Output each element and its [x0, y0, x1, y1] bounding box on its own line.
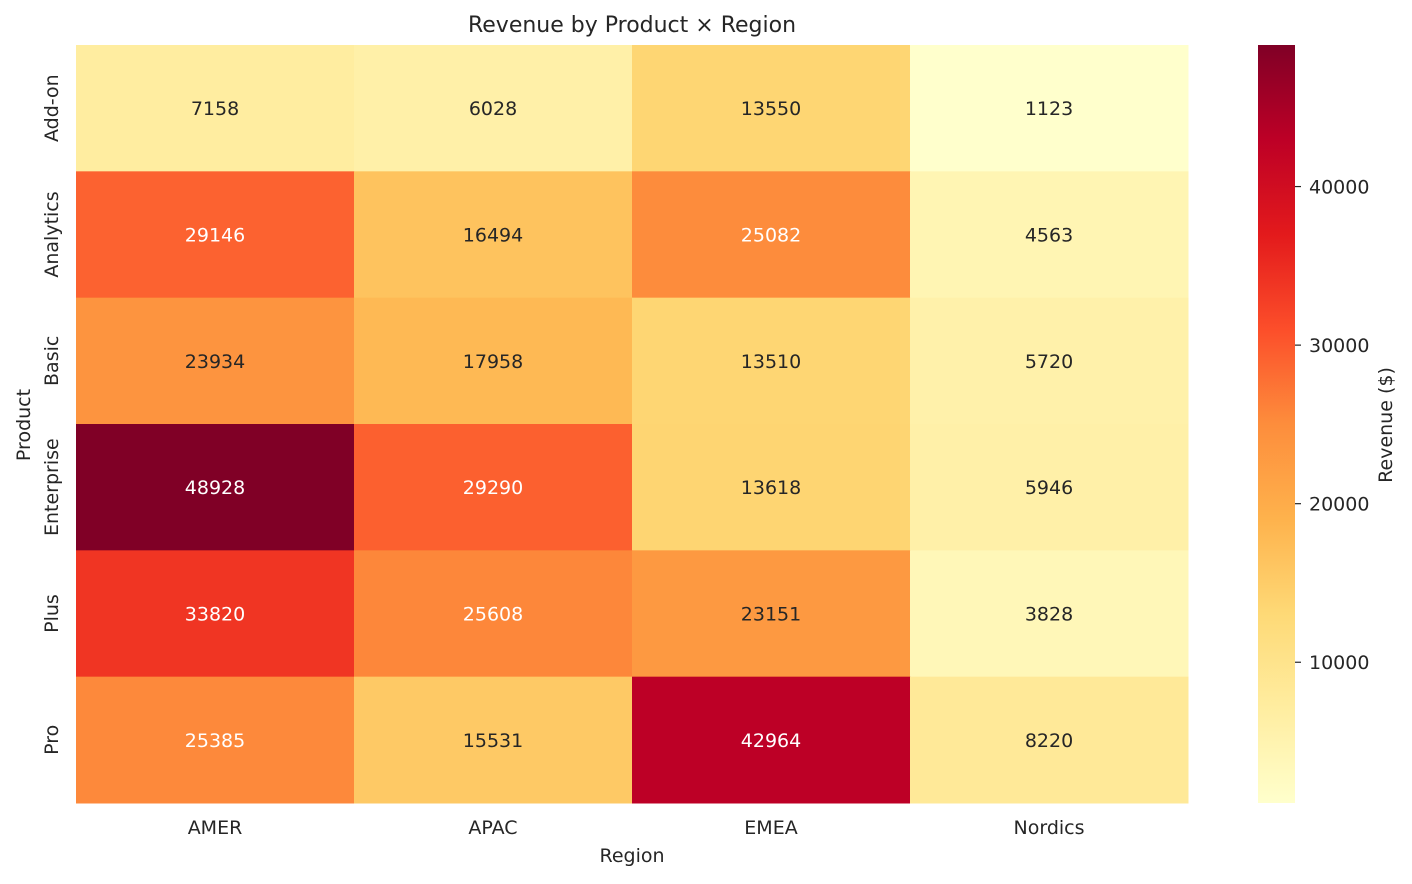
x-tick-label: Nordics — [1014, 817, 1085, 839]
heatmap-cell — [354, 45, 633, 172]
y-tick-label: Add-on — [41, 74, 63, 142]
cell-value-label: 33820 — [185, 604, 245, 626]
heatmap-cell — [910, 550, 1189, 678]
x-axis-label: Region — [599, 845, 664, 867]
cell-value-label: 42964 — [741, 730, 801, 752]
cell-value-label: 1123 — [1025, 98, 1073, 120]
cell-value-label: 25608 — [463, 604, 523, 626]
cell-value-label: 25082 — [741, 225, 801, 247]
heatmap-cell — [632, 45, 911, 172]
cell-value-label: 5946 — [1025, 477, 1073, 499]
heatmap-cell — [76, 45, 355, 172]
colorbar-tick-label: 40000 — [1309, 177, 1369, 199]
y-tick-label: Plus — [41, 594, 63, 633]
heatmap-cell — [354, 550, 633, 678]
cell-value-label: 13510 — [741, 351, 801, 373]
heatmap-cell — [354, 424, 633, 551]
cell-value-label: 15531 — [463, 730, 523, 752]
cell-value-label: 7158 — [191, 98, 239, 120]
cell-value-label: 13550 — [741, 98, 801, 120]
heatmap-cell — [632, 297, 911, 425]
y-axis-label: Product — [13, 389, 35, 461]
cell-value-label: 6028 — [469, 98, 517, 120]
colorbar-tick-label: 20000 — [1309, 494, 1369, 516]
cell-value-label: 48928 — [185, 477, 245, 499]
heatmap-cell — [76, 171, 355, 299]
cell-value-label: 8220 — [1025, 730, 1073, 752]
y-tick-label: Pro — [41, 725, 63, 755]
cell-value-label: 23151 — [741, 604, 801, 626]
cell-value-label: 4563 — [1025, 225, 1073, 247]
heatmap-cell — [910, 676, 1189, 804]
y-tick-label: Enterprise — [41, 438, 63, 536]
heatmap-cell — [910, 297, 1189, 425]
heatmap-cells — [76, 45, 1189, 804]
colorbar-tick-label: 10000 — [1309, 652, 1369, 674]
heatmap-cell — [354, 676, 633, 804]
cell-value-label: 23934 — [185, 351, 245, 373]
y-tick-label: Analytics — [41, 191, 63, 277]
heatmap-cell — [76, 676, 355, 804]
cell-value-label: 17958 — [463, 351, 523, 373]
heatmap-cell — [632, 171, 911, 299]
heatmap-cell — [632, 676, 911, 804]
x-tick-label: APAC — [468, 817, 517, 839]
cell-value-label: 25385 — [185, 730, 245, 752]
x-tick-labels: AMER APAC EMEA Nordics — [188, 817, 1085, 839]
cell-value-label: 3828 — [1025, 604, 1073, 626]
cell-value-label: 13618 — [741, 477, 801, 499]
heatmap-cell — [910, 424, 1189, 551]
cell-value-label: 29290 — [463, 477, 523, 499]
x-tick-label: EMEA — [744, 817, 797, 839]
heatmap-cell — [632, 424, 911, 551]
cell-value-labels: 7158 6028 13550 1123 29146 16494 25082 4563 2393… — [185, 98, 1073, 752]
heatmap-cell — [910, 171, 1189, 299]
heatmap-cell — [632, 550, 911, 678]
heatmap-cell — [354, 297, 633, 425]
heatmap-cell — [76, 550, 355, 678]
colorbar — [1258, 45, 1295, 803]
cell-value-label: 29146 — [185, 225, 245, 247]
y-tick-label: Basic — [41, 336, 63, 386]
colorbar-label: Revenue ($) — [1375, 367, 1397, 483]
x-tick-label: AMER — [188, 817, 243, 839]
heatmap-cell — [76, 297, 355, 425]
heatmap-cell — [910, 45, 1189, 172]
heatmap-cell — [354, 171, 633, 299]
cell-value-label: 16494 — [463, 225, 523, 247]
cell-value-label: 5720 — [1025, 351, 1073, 373]
heatmap-cell — [76, 424, 355, 551]
y-tick-labels: Add-on Analytics Basic Enterprise Plus Pro — [41, 74, 63, 755]
colorbar-ticks: 10000 20000 30000 40000 — [1295, 177, 1369, 674]
chart-title: Revenue by Product × Region — [468, 13, 796, 38]
colorbar-tick-label: 30000 — [1309, 335, 1369, 357]
